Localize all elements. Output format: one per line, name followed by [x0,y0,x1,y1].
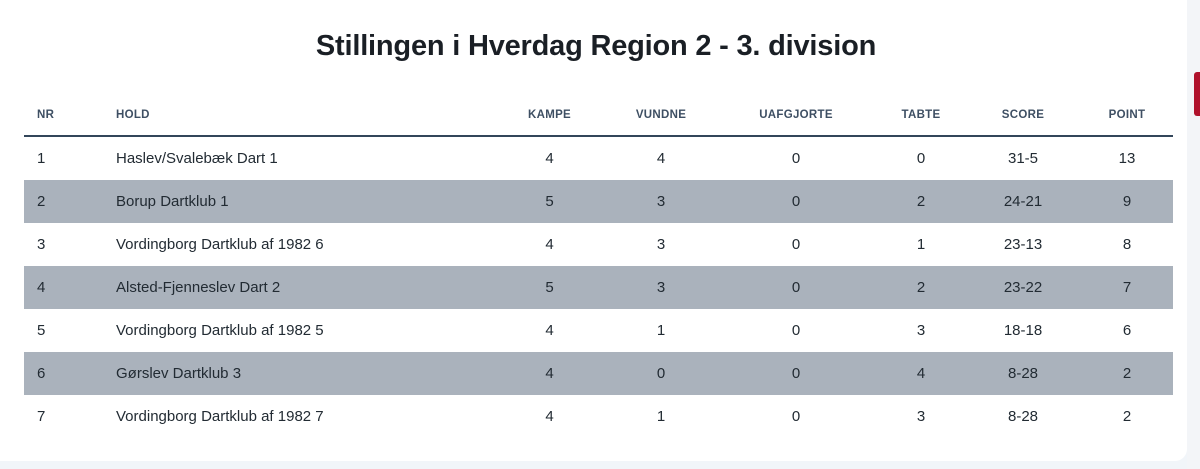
cell-team-name: Vordingborg Dartklub af 1982 7 [116,408,324,425]
cell-team-name: Borup Dartklub 1 [116,180,492,223]
cell-kampe: 4 [545,322,554,339]
cell-tabte: 3 [916,322,926,339]
cell-uafgjorte: 0 [791,236,801,253]
cell-team-name: Alsted-Fjenneslev Dart 2 [116,266,492,309]
standings-table: NR HOLD KAMPE VUNDNE UAFGJORTE TABTE SCO… [24,95,1173,438]
cell-vundne: 3 [607,180,715,223]
cell-point: 9 [1081,180,1173,223]
cell-kampe: 4 [545,408,554,425]
cell-kampe: 5 [492,180,607,223]
cell-score: 18-18 [1003,322,1043,339]
column-header-vundne[interactable]: VUNDNE [607,95,715,137]
cell-score: 8-28 [1007,408,1039,425]
cell-tabte: 0 [916,150,926,167]
column-header-uafgjorte[interactable]: UAFGJORTE [715,95,877,137]
column-header-score[interactable]: SCORE [965,95,1081,137]
cell-point: 8 [1122,236,1132,253]
table-row: 5 Vordingborg Dartklub af 1982 5 4 1 0 3… [24,309,1173,352]
cell-nr: 7 [37,408,46,425]
cell-vundne: 4 [656,150,666,167]
cell-kampe: 5 [492,266,607,309]
cell-uafgjorte: 0 [791,322,801,339]
cell-tabte: 2 [877,180,965,223]
cell-point: 2 [1081,352,1173,395]
cell-vundne: 1 [656,408,666,425]
cell-uafgjorte: 0 [715,352,877,395]
cell-team-name: Vordingborg Dartklub af 1982 6 [116,236,324,253]
cell-score: 23-22 [965,266,1081,309]
cell-point: 13 [1118,150,1136,167]
cell-team-name: Vordingborg Dartklub af 1982 5 [116,322,324,339]
cell-team-name: Haslev/Svalebæk Dart 1 [116,150,278,167]
cell-point: 7 [1081,266,1173,309]
table-row: 4 Alsted-Fjenneslev Dart 2 5 3 0 2 23-22… [24,266,1173,309]
cell-uafgjorte: 0 [791,408,801,425]
cell-point: 2 [1122,408,1132,425]
cell-score: 8-28 [965,352,1081,395]
cell-nr: 2 [24,180,116,223]
cell-kampe: 4 [545,236,554,253]
column-header-hold[interactable]: HOLD [116,95,492,137]
cell-tabte: 1 [916,236,926,253]
cell-nr: 3 [37,236,46,253]
cell-score: 24-21 [965,180,1081,223]
cell-uafgjorte: 0 [715,266,877,309]
cell-tabte: 3 [916,408,926,425]
cell-point: 6 [1122,322,1132,339]
column-header-tabte[interactable]: TABTE [877,95,965,137]
cell-kampe: 4 [492,352,607,395]
table-header-row: NR HOLD KAMPE VUNDNE UAFGJORTE TABTE SCO… [24,95,1173,137]
standings-card: Stillingen i Hverdag Region 2 - 3. divis… [0,0,1187,461]
column-header-point[interactable]: POINT [1081,95,1173,137]
cell-nr: 6 [24,352,116,395]
cell-uafgjorte: 0 [715,180,877,223]
page-title: Stillingen i Hverdag Region 2 - 3. divis… [315,30,877,62]
cell-vundne: 3 [656,236,666,253]
cell-nr: 1 [37,150,46,167]
table-row: 1 Haslev/Svalebæk Dart 1 4 4 0 0 31-5 13 [24,136,1173,180]
cell-vundne: 3 [607,266,715,309]
edge-accent-tab [1194,72,1200,116]
cell-kampe: 4 [545,150,554,167]
column-header-kampe[interactable]: KAMPE [492,95,607,137]
cell-nr: 4 [24,266,116,309]
cell-score: 31-5 [1007,150,1039,167]
cell-vundne: 1 [656,322,666,339]
cell-team-name: Gørslev Dartklub 3 [116,352,492,395]
table-row: 2 Borup Dartklub 1 5 3 0 2 24-21 9 [24,180,1173,223]
table-row: 3 Vordingborg Dartklub af 1982 6 4 3 0 1… [24,223,1173,266]
cell-nr: 5 [37,322,46,339]
table-row: 6 Gørslev Dartklub 3 4 0 0 4 8-28 2 [24,352,1173,395]
cell-uafgjorte: 0 [791,150,801,167]
cell-score: 23-13 [1003,236,1043,253]
column-header-nr[interactable]: NR [24,95,116,137]
cell-tabte: 4 [877,352,965,395]
table-row: 7 Vordingborg Dartklub af 1982 7 4 1 0 3… [24,395,1173,438]
cell-tabte: 2 [877,266,965,309]
cell-vundne: 0 [607,352,715,395]
page-edge [1187,0,1200,469]
